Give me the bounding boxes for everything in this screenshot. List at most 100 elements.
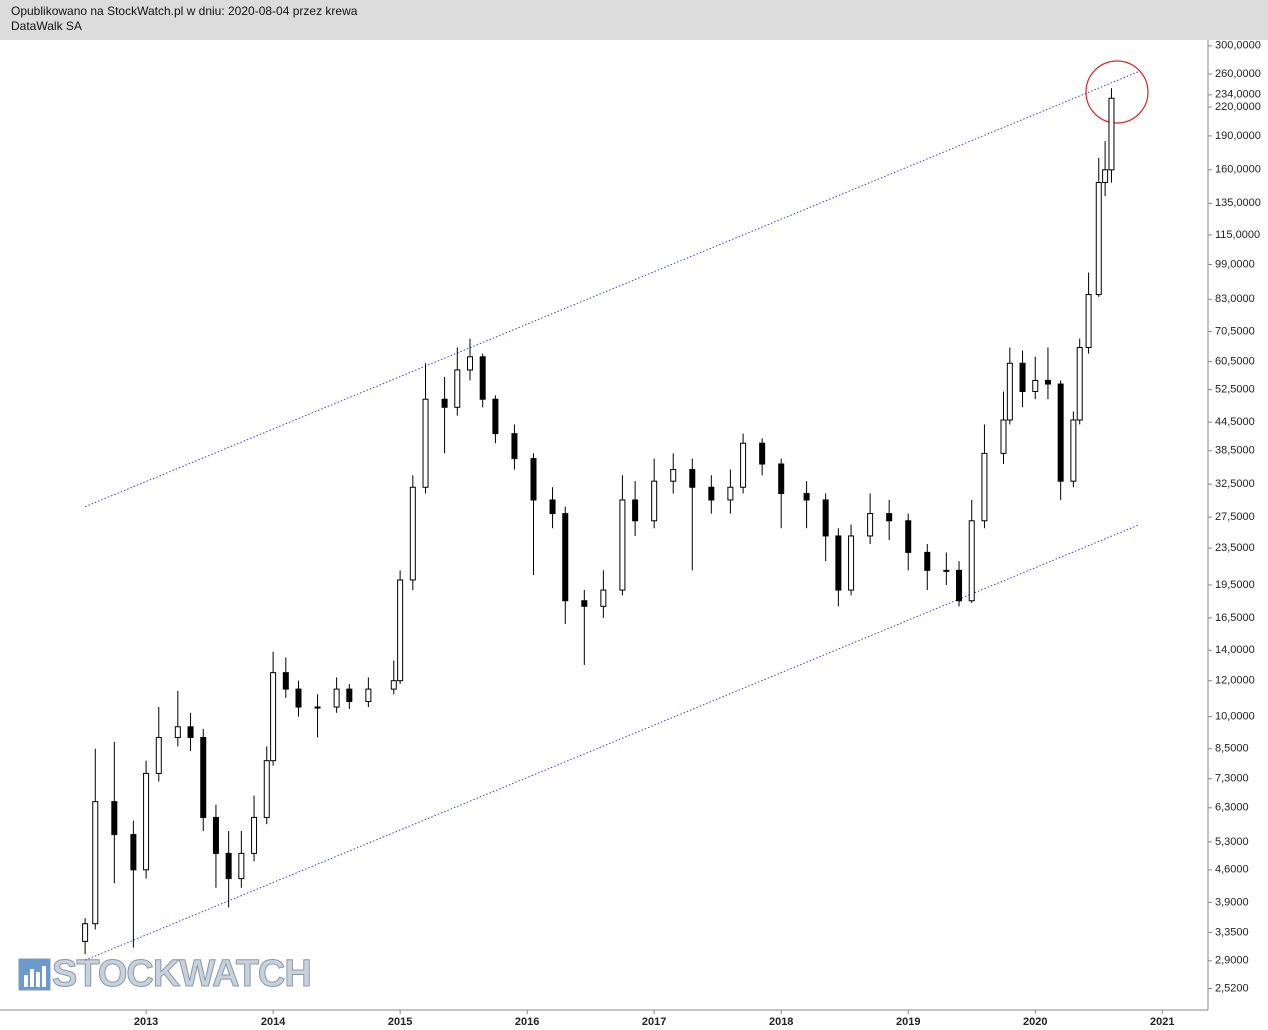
watermark-logo: STOCKWATCH (18, 953, 312, 996)
y-tick-label: 14,0000 (1215, 644, 1255, 656)
watermark-icon-bar (42, 966, 46, 987)
highlight-circle (1085, 60, 1149, 124)
candle-body (835, 535, 842, 591)
watermark-text: STOCKWATCH (52, 953, 311, 995)
x-tick-label: 2017 (642, 1016, 666, 1028)
candle-body (778, 463, 785, 495)
candle-body (1102, 169, 1109, 184)
candle-body (155, 736, 162, 774)
y-tick-label: 5,3000 (1215, 836, 1249, 848)
y-tick-label: 220,0000 (1215, 101, 1261, 113)
candle-body (1006, 362, 1013, 421)
x-tick-label: 2021 (1150, 1016, 1174, 1028)
y-tick-label: 16,5000 (1215, 612, 1255, 624)
candle-body (270, 672, 277, 762)
candle-body (1044, 379, 1051, 385)
y-tick-label: 3,3500 (1215, 926, 1249, 938)
candle-body (1070, 419, 1077, 482)
candle-body (282, 672, 289, 690)
candle-body (479, 356, 486, 400)
candle-body (397, 579, 404, 682)
candle-body (905, 520, 912, 553)
candle-body (727, 486, 734, 501)
candle-body (1108, 97, 1115, 171)
candle-body (225, 852, 232, 880)
candle-body (981, 452, 988, 522)
candle-body (670, 469, 677, 482)
header-band (0, 0, 1268, 40)
candle-body (200, 736, 207, 818)
candle-body (295, 688, 302, 708)
candle-body (1057, 383, 1064, 482)
candle-body (466, 356, 473, 371)
candle-body (708, 486, 715, 501)
candle-body (956, 569, 963, 602)
watermark-icon-bar (36, 972, 40, 987)
candle-body (174, 726, 181, 738)
candle-body (1085, 294, 1092, 348)
y-tick-label: 38,5000 (1215, 445, 1255, 457)
candle-body (924, 551, 931, 571)
trendline (84, 71, 1139, 508)
x-tick-label: 2015 (388, 1016, 412, 1028)
candle-body (651, 480, 658, 522)
y-tick-label: 234,0000 (1215, 89, 1261, 101)
y-tick-label: 115,0000 (1215, 229, 1260, 241)
y-tick-label: 8,5000 (1215, 743, 1249, 755)
candle-body (848, 535, 855, 591)
candle-body (759, 442, 766, 465)
x-tick-label: 2014 (261, 1016, 286, 1028)
y-tick-label: 32,5000 (1215, 478, 1255, 490)
y-tick-label: 70,5000 (1215, 325, 1255, 337)
candle-body (130, 834, 137, 871)
y-tick-label: 99,0000 (1215, 258, 1255, 270)
y-tick-label: 44,5000 (1215, 416, 1255, 428)
candle-body (1095, 182, 1102, 296)
candle-body (333, 688, 340, 708)
candle-body (886, 513, 893, 522)
candle-body (530, 458, 537, 501)
y-tick-label: 3,9000 (1215, 896, 1249, 908)
trendline (84, 524, 1139, 961)
y-tick-label: 10,0000 (1215, 711, 1255, 723)
y-tick-label: 190,0000 (1215, 130, 1261, 142)
candle-body (238, 852, 245, 880)
candle-body (492, 398, 499, 435)
candle-body (803, 493, 810, 501)
candle-body (600, 589, 607, 607)
candle-body (92, 801, 99, 925)
candle-body (632, 499, 639, 522)
x-tick-label: 2018 (769, 1016, 793, 1028)
candle-body (549, 499, 556, 515)
candle-body (1032, 379, 1039, 392)
candle-body (619, 499, 626, 591)
candle-body (187, 726, 194, 738)
candle-body (346, 688, 353, 702)
candle-body (1019, 362, 1026, 392)
y-tick-label: 135,0000 (1215, 197, 1261, 209)
candle-body (143, 772, 150, 871)
candle-body (390, 680, 397, 690)
candle-body (581, 600, 588, 607)
x-tick-label: 2020 (1023, 1016, 1047, 1028)
y-tick-label: 83,0000 (1215, 293, 1255, 305)
y-tick-label: 52,5000 (1215, 384, 1255, 396)
candle-body (968, 520, 975, 602)
candle-body (111, 801, 118, 836)
candle-body (441, 398, 448, 408)
y-tick-label: 160,0000 (1215, 164, 1261, 176)
candle-body (943, 569, 950, 572)
candle-body (263, 760, 270, 818)
candle-body (251, 816, 258, 854)
candle-body (867, 513, 874, 537)
candle-body (422, 398, 429, 488)
candle-body (822, 499, 829, 537)
candle-body (82, 923, 89, 942)
x-tick-label: 2019 (896, 1016, 920, 1028)
y-tick-label: 2,9000 (1215, 955, 1249, 967)
header-published: Opublikowano na StockWatch.pl w dniu: 20… (11, 4, 358, 18)
y-tick-label: 23,5000 (1215, 542, 1255, 554)
candle-body (409, 486, 416, 581)
candle-body (212, 816, 219, 854)
candle-body (314, 706, 321, 709)
